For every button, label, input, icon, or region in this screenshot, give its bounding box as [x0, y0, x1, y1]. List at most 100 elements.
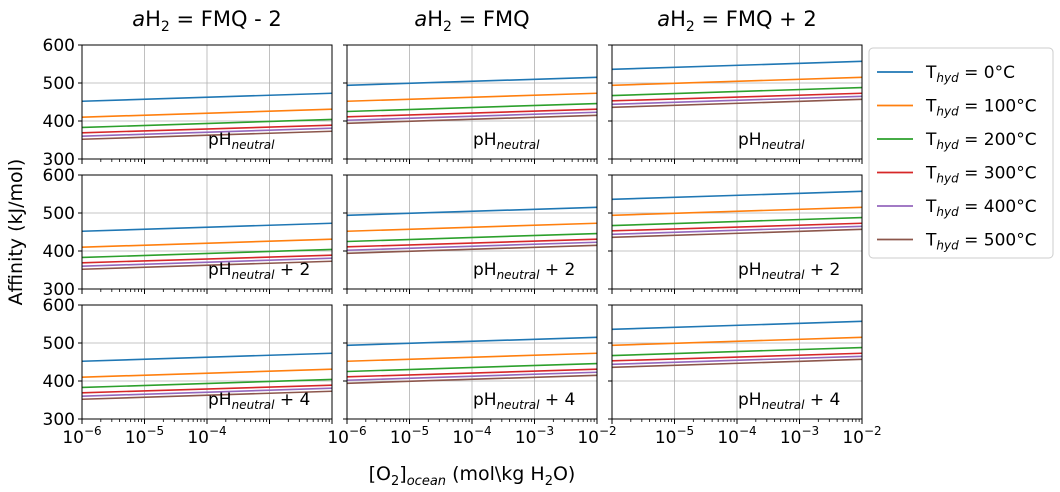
series-line-5	[81, 260, 333, 271]
x-tick-label: 10−6	[327, 424, 366, 448]
series-line-2	[81, 118, 333, 129]
y-tick-label: 300	[43, 410, 75, 430]
series-line-4	[81, 387, 333, 397]
row-annotation: pHneutral + 2	[473, 260, 575, 282]
series-line-3	[81, 124, 333, 134]
series-line-4	[611, 355, 863, 366]
series-line-0	[346, 76, 598, 87]
row-annotation: pHneutral	[473, 130, 540, 152]
series-line-5	[346, 374, 598, 385]
panel-r0-c1: pHneutral	[343, 44, 598, 164]
x-tick-label: 10−5	[655, 424, 694, 448]
series-line-0	[611, 190, 863, 201]
legend-label-4: Thyd = 400°C	[925, 197, 1037, 219]
series-line-1	[346, 222, 598, 233]
y-tick-label: 600	[43, 166, 75, 186]
column-title-2: aH2 = FMQ + 2	[657, 7, 817, 35]
row-annotation: pHneutral + 2	[738, 260, 840, 282]
series-line-3	[81, 254, 333, 264]
x-tick-label: 10−5	[390, 424, 429, 448]
series-line-1	[346, 92, 598, 103]
x-tick-label: 10−4	[452, 424, 491, 448]
panel-r1-c0: 300 400 500 600 pHneutral + 2	[43, 166, 333, 300]
y-tick-label: 600	[43, 36, 75, 56]
y-tick-label: 400	[43, 112, 75, 132]
series-line-4	[346, 111, 598, 122]
y-tick-label: 500	[43, 204, 75, 224]
series-line-2	[611, 346, 863, 357]
series-line-5	[346, 244, 598, 255]
column-title-1: aH2 = FMQ	[414, 7, 529, 35]
series-line-2	[346, 362, 598, 373]
legend-label-2: Thyd = 200°C	[925, 130, 1037, 152]
series-line-5	[81, 130, 333, 141]
series-line-4	[346, 371, 598, 382]
legend-frame	[868, 47, 1054, 259]
series-line-0	[81, 92, 333, 103]
series-line-3	[346, 368, 598, 378]
series-line-1	[81, 238, 333, 248]
series-line-0	[611, 60, 863, 71]
x-tick-label: 10−3	[515, 424, 554, 448]
series-line-2	[81, 248, 333, 259]
panel-r1-c2: pHneutral + 2	[608, 174, 863, 294]
series-line-4	[346, 241, 598, 252]
row-annotation: pHneutral + 4	[738, 390, 840, 412]
series-line-2	[346, 102, 598, 113]
series-line-3	[611, 222, 863, 232]
series-line-4	[611, 225, 863, 236]
series-line-1	[81, 108, 333, 118]
series-line-5	[346, 114, 598, 125]
series-line-0	[611, 320, 863, 331]
column-title-0: aH2 = FMQ - 2	[132, 7, 282, 35]
series-line-5	[611, 228, 863, 239]
series-line-2	[346, 232, 598, 243]
row-annotation: pHneutral	[738, 130, 805, 152]
series-line-2	[611, 216, 863, 227]
series-line-2	[81, 378, 333, 389]
y-tick-label: 600	[43, 296, 75, 316]
y-tick-label: 400	[43, 372, 75, 392]
series-line-4	[81, 127, 333, 137]
series-line-3	[346, 238, 598, 248]
series-line-0	[346, 206, 598, 217]
x-tick-label: 10−4	[717, 424, 756, 448]
y-tick-label: 500	[43, 334, 75, 354]
series-line-3	[81, 384, 333, 394]
series-line-1	[611, 336, 863, 347]
legend-label-5: Thyd = 500°C	[925, 231, 1037, 253]
legend-label-3: Thyd = 300°C	[925, 164, 1037, 186]
x-tick-label: 10−6	[62, 424, 101, 448]
x-axis-label: [O2]ocean (mol\kg H2O)	[369, 463, 576, 489]
y-axis-label: Affinity (kJ/mol)	[5, 159, 27, 306]
x-tick-label: 10−2	[842, 424, 881, 448]
series-line-5	[611, 98, 863, 109]
y-tick-label: 400	[43, 242, 75, 262]
series-line-1	[346, 352, 598, 363]
panel-r0-c0: 300 400 500 600 pHneutral	[43, 36, 333, 170]
legend-label-1: Thyd = 100°C	[925, 97, 1037, 119]
panel-r2-c0: 300 400 500 600 10−6 10−5 10−4 pHneutral + 4	[43, 296, 333, 448]
row-annotation: pHneutral + 4	[208, 390, 310, 412]
panel-r0-c2: pHneutral	[608, 44, 863, 164]
series-line-5	[81, 390, 333, 401]
series-line-1	[611, 206, 863, 217]
y-tick-label: 300	[43, 150, 75, 170]
x-tick-label: 10−3	[780, 424, 819, 448]
y-tick-label: 300	[43, 280, 75, 300]
legend-label-0: Thyd = 0°C	[925, 63, 1015, 85]
row-annotation: pHneutral	[208, 130, 275, 152]
series-line-1	[81, 368, 333, 378]
series-line-0	[81, 352, 333, 363]
series-line-3	[346, 108, 598, 118]
row-annotation: pHneutral + 2	[208, 260, 310, 282]
series-line-3	[611, 352, 863, 362]
series-line-5	[611, 358, 863, 369]
x-tick-label: 10−5	[125, 424, 164, 448]
y-tick-label: 500	[43, 74, 75, 94]
series-line-2	[611, 86, 863, 97]
